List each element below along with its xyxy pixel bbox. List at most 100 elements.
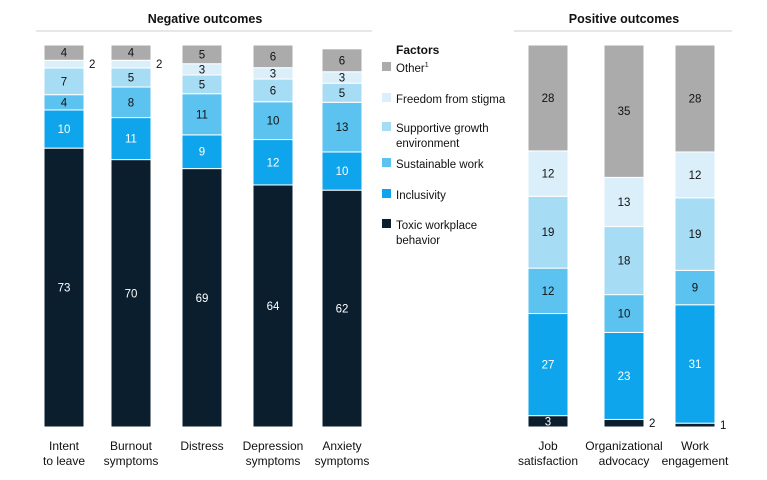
data-label-other: 28 [689,93,702,105]
data-label-sustainable-work: 10 [618,309,631,321]
data-label-inclusivity: 9 [199,147,205,159]
data-label-toxic-workplace-behavior: 69 [196,293,209,305]
legend-swatch [382,189,391,198]
legend-item-other: Other1 [382,62,429,75]
data-label-supportive-growth-environment: 5 [339,88,345,100]
x-tick-label-burnout-symptoms: Burnout symptoms [104,439,159,468]
negative-bar-burnout-symptoms: 70 11 8 5 2 4 [110,44,162,428]
data-label-supportive-growth-environment: 7 [61,76,67,88]
negative-bar-anxiety-symptoms: 62 10 13 5 3 6 [321,48,363,428]
bar-segment-toxic-workplace-behavior [252,184,294,428]
bar-segment-freedom-from-stigma [527,150,569,197]
negative-bar-intent-to-leave: 73 10 4 7 2 4 [43,44,95,428]
legend-item-inclusivity: Inclusivity [382,189,446,202]
bar-segment-toxic-workplace-behavior [181,168,223,428]
data-label-sustainable-work: 4 [61,97,68,109]
x-tick-label-depression-symptoms: Depression symptoms [243,439,304,468]
legend-swatch [382,93,391,102]
bar-segment-toxic-workplace-behavior [603,418,645,428]
data-label-toxic-workplace-behavior: 3 [545,416,551,428]
bar-segment-supportive-growth-environment [674,197,716,271]
legend-swatch [382,219,391,228]
legend-label: Freedom from stigma [396,94,506,106]
data-label-freedom-from-stigma: 13 [618,197,631,209]
legend-swatch [382,62,391,71]
x-tick-label-distress: Distress [180,439,223,453]
bar-segment-other [527,44,569,152]
positive-bar-job-satisfaction: 3 27 12 19 12 28 [527,44,569,428]
bar-segment-sustainable-work [181,93,223,136]
legend-label: Sustainable work [396,159,484,171]
data-label-sustainable-work: 10 [267,116,280,128]
x-tick-label-job-satisfaction: Job satisfaction [518,439,578,468]
data-label-supportive-growth-environment: 19 [689,229,702,241]
bar-segment-other [321,48,363,73]
legend-swatch [382,122,391,131]
bar-segment-supportive-growth-environment [527,195,569,269]
data-label-freedom-from-stigma: 12 [542,169,555,181]
bar-segment-other [110,44,152,61]
legend-item-toxic-workplace-behavior: Toxic workplace behavior [382,219,477,247]
data-label-other: 28 [542,93,555,105]
legend-label: Inclusivity [396,190,446,202]
bar-segment-inclusivity [110,117,152,161]
bar-segment-sustainable-work [674,269,716,306]
data-label-supportive-growth-environment: 18 [618,256,631,268]
data-label-other: 35 [618,106,631,118]
legend: Factors Other1 Freedom from stigma Support… [382,43,506,247]
negative-bar-depression-symptoms: 64 12 10 6 3 6 [252,44,294,428]
bar-segment-inclusivity [181,134,223,170]
data-label-supportive-growth-environment: 5 [199,79,205,91]
bar-segment-sustainable-work [110,86,152,119]
x-tick-label-work-engagement: Work engagement [662,439,729,468]
bar-segment-inclusivity [43,109,85,149]
bar-segment-inclusivity [252,139,294,186]
bar-segment-toxic-workplace-behavior [43,147,85,428]
data-label-sustainable-work: 12 [542,286,555,298]
bar-segment-sustainable-work [603,294,645,333]
data-label-freedom-from-stigma: 3 [270,68,276,80]
data-label-supportive-growth-environment: 6 [270,85,276,97]
legend-label: Supportive growth environment [396,123,489,150]
bar-segment-inclusivity [527,313,569,417]
bar-segment-other [603,44,645,178]
legend-item-supportive-growth-environment: Supportive growth environment [382,122,489,150]
data-label-other: 6 [270,51,276,63]
legend-title: Factors [396,43,440,57]
bar-segment-sustainable-work [252,101,294,141]
x-tick-label-intent-to-leave: Intent to leave [43,439,85,468]
data-label-toxic-workplace-behavior: 64 [267,301,280,313]
data-label-toxic-workplace-behavior: 62 [336,304,349,316]
data-label-toxic-workplace-behavior: 73 [58,283,71,295]
data-label-freedom-from-stigma: 2 [156,59,162,71]
data-label-inclusivity: 31 [689,359,702,371]
legend-item-freedom-from-stigma: Freedom from stigma [382,93,506,106]
data-label-inclusivity: 27 [542,360,555,372]
data-label-inclusivity: 10 [336,166,349,178]
data-label-sustainable-work: 9 [692,283,698,295]
data-label-supportive-growth-environment: 19 [542,227,555,239]
negative-bar-distress: 69 9 11 5 3 5 [181,44,223,428]
data-label-sustainable-work: 13 [336,122,349,134]
legend-label: Toxic workplace behavior [396,220,477,247]
data-label-freedom-from-stigma: 3 [339,72,345,84]
bar-segment-inclusivity [674,304,716,424]
data-label-toxic-workplace-behavior: 1 [720,420,726,432]
negative-outcomes-bars: 73 10 4 7 2 4 Intent to leave 70 11 8 5 2 4 Burnout sym… [43,44,370,468]
x-tick-label-organizational-advocacy: Organizational advocacy [585,439,662,468]
bar-segment-freedom-from-stigma [43,59,85,69]
legend-label: Other1 [396,62,429,75]
positive-bar-work-engagement: 1 31 9 19 12 28 [674,44,726,432]
data-label-other: 6 [339,55,345,67]
data-label-inclusivity: 11 [125,134,137,146]
legend-item-sustainable-work: Sustainable work [382,158,484,171]
data-label-toxic-workplace-behavior: 70 [125,288,138,300]
data-label-inclusivity: 23 [618,371,631,383]
legend-items: Other1 Freedom from stigma Supportive grow… [382,62,506,247]
x-tick-label-anxiety-symptoms: Anxiety symptoms [315,439,370,468]
data-label-sustainable-work: 11 [196,109,208,121]
data-label-supportive-growth-environment: 5 [128,72,134,84]
